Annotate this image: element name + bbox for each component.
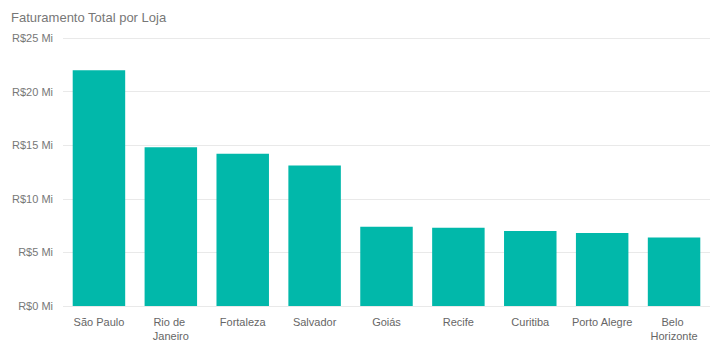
svg-text:Fortaleza: Fortaleza <box>220 316 267 328</box>
svg-text:Faturamento Total por Loja: Faturamento Total por Loja <box>11 10 167 25</box>
svg-text:R$10 Mi: R$10 Mi <box>12 193 53 205</box>
svg-text:Janeiro: Janeiro <box>153 330 189 342</box>
svg-text:Rio de: Rio de <box>153 316 188 328</box>
svg-text:R$15 Mi: R$15 Mi <box>12 139 53 151</box>
svg-text:São Paulo: São Paulo <box>74 316 125 328</box>
svg-text:Goiás: Goiás <box>372 316 401 328</box>
svg-text:Curitiba: Curitiba <box>511 316 550 328</box>
svg-text:Belo: Belo <box>662 316 687 328</box>
svg-text:R$25 Mi: R$25 Mi <box>12 32 53 44</box>
svg-text:Salvador: Salvador <box>293 316 337 328</box>
svg-text:R$20 Mi: R$20 Mi <box>12 86 53 98</box>
svg-text:Porto Alegre: Porto Alegre <box>572 316 633 328</box>
svg-text:R$0 Mi: R$0 Mi <box>18 300 53 312</box>
svg-text:Horizonte: Horizonte <box>651 330 698 342</box>
svg-text:R$5 Mi: R$5 Mi <box>18 246 53 258</box>
svg-text:Recife: Recife <box>443 316 474 328</box>
